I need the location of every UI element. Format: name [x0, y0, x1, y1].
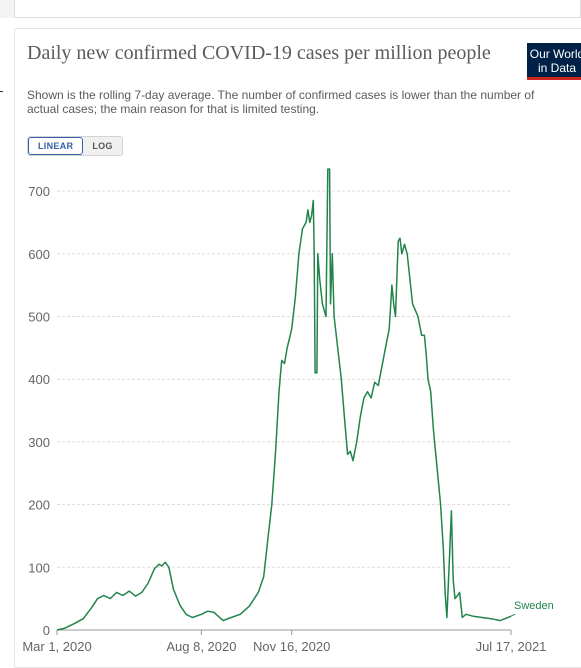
chart-card — [14, 28, 581, 668]
y-tick-label: 200 — [28, 498, 50, 513]
series-label-connector — [510, 613, 516, 617]
gridlines — [57, 190, 511, 568]
series-label: Sweden — [514, 600, 554, 612]
y-tick-label: 100 — [28, 560, 50, 575]
scale-toggle: LINEAR LOG — [27, 136, 123, 156]
y-tick-label: 500 — [28, 309, 50, 324]
margin-dash — [0, 91, 3, 92]
y-tick-label: 0 — [43, 623, 50, 638]
logo-line-2: in Data — [537, 61, 577, 75]
series-group: Sweden — [56, 168, 554, 631]
logo-line-1: Our World — [529, 47, 581, 61]
y-tick-label: 300 — [28, 435, 50, 450]
x-axis: Mar 1, 2020 Aug 8, 2020 Nov 16, 2020 Jul 17… — [22, 629, 547, 654]
y-axis: 0 100 200 300 400 500 600 700 — [28, 184, 50, 638]
x-tick-label: Mar 1, 2020 — [22, 639, 91, 654]
linear-scale-button[interactable]: LINEAR — [28, 137, 84, 155]
log-scale-button[interactable]: LOG — [83, 137, 122, 155]
chart-title: Daily new confirmed COVID-19 cases per m… — [27, 42, 491, 64]
y-tick-label: 400 — [28, 372, 50, 387]
chart-subtitle: Shown is the rolling 7-day average. The … — [27, 88, 535, 116]
x-tick-label: Aug 8, 2020 — [166, 639, 236, 654]
our-world-in-data-logo[interactable]: Our World in Data — [527, 43, 581, 80]
x-tick-label: Jul 17, 2021 — [476, 639, 547, 654]
y-tick-label: 700 — [28, 184, 50, 199]
x-tick-label: Nov 16, 2020 — [253, 639, 330, 654]
y-tick-label: 600 — [28, 247, 50, 262]
series-line — [56, 168, 512, 631]
